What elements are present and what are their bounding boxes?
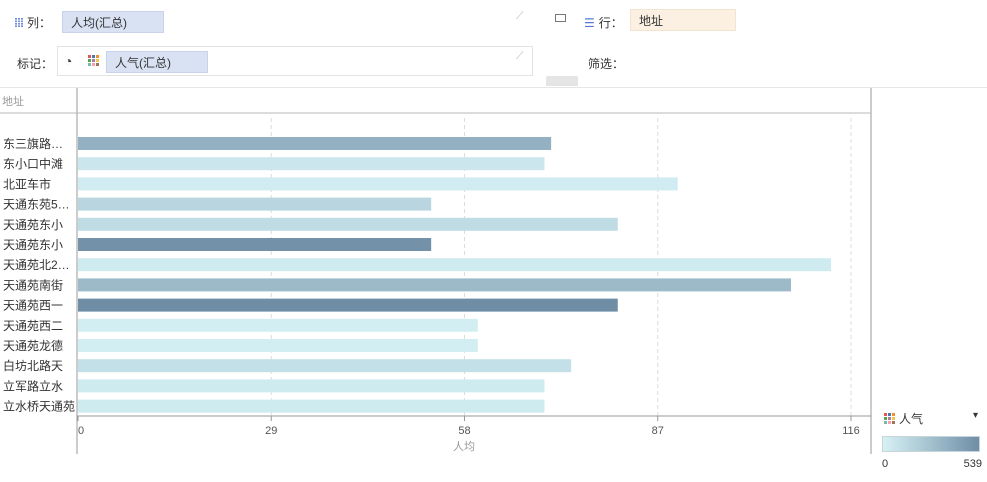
category-label: 东三旗路… bbox=[3, 136, 63, 151]
category-label: 天通苑北2… bbox=[3, 258, 70, 272]
filter-label-text: 筛选： bbox=[588, 57, 625, 71]
legend-color-icon bbox=[884, 413, 895, 424]
category-label: 天通苑东小 bbox=[3, 218, 63, 232]
bar[interactable] bbox=[78, 217, 618, 231]
bar[interactable] bbox=[78, 238, 432, 251]
rows-shelf-label: ☰ 行： bbox=[584, 14, 623, 31]
rows-icon: ☰ bbox=[584, 15, 595, 30]
category-label: 天通苑龙德 bbox=[3, 338, 63, 353]
pin-icon-2[interactable]: ⟋ bbox=[516, 50, 524, 62]
x-axis-title: 人均 bbox=[453, 440, 475, 453]
bar[interactable] bbox=[78, 157, 545, 171]
category-label: 天通苑西一 bbox=[3, 299, 63, 313]
category-label: 天通苑西二 bbox=[3, 319, 63, 333]
columns-icon: ⁞⁞⁞ bbox=[14, 15, 24, 30]
swap-icon[interactable] bbox=[555, 14, 566, 22]
columns-shelf-label: ⁞⁞⁞ 列： bbox=[14, 14, 51, 31]
x-tick-label: 29 bbox=[265, 425, 277, 437]
bar[interactable] bbox=[78, 318, 478, 332]
legend-title-text: 人气 bbox=[899, 412, 924, 426]
tab-handle[interactable] bbox=[546, 76, 578, 86]
bar[interactable] bbox=[78, 359, 572, 373]
columns-label-text: 列： bbox=[27, 16, 52, 30]
bar[interactable] bbox=[78, 278, 792, 292]
bar[interactable] bbox=[78, 298, 618, 312]
category-label: 北亚车市 bbox=[3, 176, 51, 191]
legend-max-label: 539 bbox=[963, 458, 982, 470]
bar[interactable] bbox=[78, 258, 832, 272]
x-tick-label: 116 bbox=[842, 425, 860, 437]
category-label: 天通苑东小 bbox=[3, 238, 63, 252]
x-tick-label: 0 bbox=[78, 425, 84, 437]
legend-min-label: 0 bbox=[882, 458, 889, 470]
bar[interactable] bbox=[78, 339, 478, 352]
legend-title: 人气 bbox=[884, 410, 923, 427]
color-legend: 人气 ▾ 0 539 bbox=[876, 404, 984, 478]
pin-icon[interactable]: ⟋ bbox=[516, 10, 524, 22]
filter-shelf-label: 筛选： bbox=[588, 55, 624, 72]
shelf-divider bbox=[0, 87, 987, 88]
bar[interactable] bbox=[78, 177, 678, 191]
category-label: 立军路立水 bbox=[3, 378, 63, 393]
color-grid-icon bbox=[88, 55, 99, 66]
row-header-label: 地址 bbox=[2, 94, 24, 108]
category-label: 天通苑南街 bbox=[3, 277, 63, 292]
category-label: 白坊北路天 bbox=[3, 358, 63, 373]
marks-shelf-label: 标记： bbox=[17, 55, 53, 72]
rows-pill[interactable]: 地址 bbox=[630, 9, 736, 31]
bar[interactable] bbox=[78, 197, 432, 211]
bar-chart: 地址 东三旗路…东小口中滩北亚车市天通东苑5…天通苑东小天通苑东小天通苑北2…天… bbox=[0, 88, 872, 454]
legend-gradient-bar bbox=[882, 436, 980, 452]
x-tick-label: 87 bbox=[652, 425, 664, 437]
bar[interactable] bbox=[78, 379, 545, 393]
rows-label-text: 行： bbox=[598, 16, 623, 30]
x-tick-label: 58 bbox=[458, 425, 470, 437]
category-label: 立水桥天通苑 bbox=[3, 399, 75, 414]
marks-box[interactable] bbox=[57, 46, 533, 76]
columns-pill[interactable]: 人均(汇总) bbox=[62, 11, 164, 33]
marks-label-text: 标记： bbox=[17, 57, 54, 71]
pie-chart-icon[interactable]: ◔ bbox=[64, 53, 73, 69]
category-label: 东小口中滩 bbox=[3, 156, 63, 171]
legend-dropdown-icon[interactable]: ▾ bbox=[972, 410, 978, 421]
category-label: 天通东苑5… bbox=[3, 198, 70, 212]
marks-pill[interactable]: 人气(汇总) bbox=[106, 51, 208, 73]
bar[interactable] bbox=[78, 137, 552, 150]
bar[interactable] bbox=[78, 399, 545, 413]
